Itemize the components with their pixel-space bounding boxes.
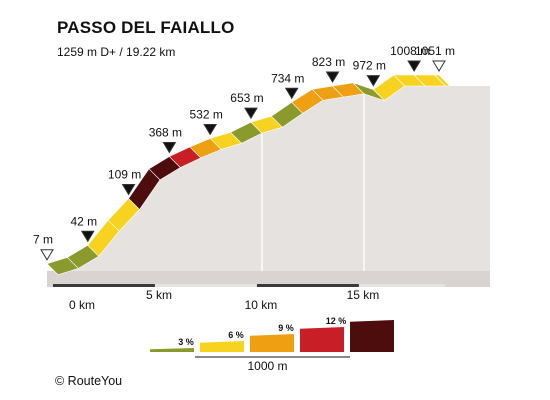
marker-triangle-0 [40,249,54,261]
chart-subtitle: 1259 m D+ / 19.22 km [57,45,176,59]
marker-label-5: 653 m [230,91,263,105]
marker-label-1: 42 m [70,214,97,228]
legend-swatch-3 [300,327,344,352]
scale-label: 1000 m [247,359,287,373]
marker-label-2: 109 m [108,167,141,181]
legend-label-1: 6 % [228,330,244,340]
legend-swatch-0 [150,348,194,352]
marker-label-3: 368 m [149,126,182,140]
marker-label-0: 7 m [33,233,53,247]
marker-label-9: 1008 m [390,44,430,58]
marker-label-7: 823 m [312,55,345,69]
chart-title: PASSO DEL FAIALLO [57,18,235,37]
profile-top-layer [46,74,451,276]
marker-triangle-6 [284,87,299,100]
legend-swatch-2 [250,334,294,352]
marker-triangle-2 [121,183,136,196]
distance-bar-2 [256,284,359,287]
legend-swatch-4 [350,320,394,352]
marker-label-10: 1051 m [415,44,455,58]
marker-triangle-5 [244,107,258,120]
distance-axis: 0 km 5 km 10 km 15 km [69,288,379,312]
distance-bar-3 [358,284,445,287]
profile-base-layer [47,271,490,287]
profile-base [47,271,490,287]
x-tick-label-3: 15 km [347,288,380,302]
marker-label-8: 972 m [353,59,386,73]
marker-label-4: 532 m [189,107,222,121]
distance-bar-1 [154,284,257,287]
segment-19 [433,74,451,87]
profile-side-face [58,86,490,287]
legend-label-0: 3 % [178,337,194,347]
marker-triangle-4 [203,123,218,136]
legend-swatch-1 [200,341,244,352]
marker-triangle-8 [366,75,381,87]
x-tick-label-2: 10 km [245,298,278,312]
gradient-legend: 3 % 6 % 9 % 12 % 1000 m [150,316,394,373]
marker-triangle-1 [80,230,95,243]
distance-bar-0 [53,284,155,287]
legend-label-2: 9 % [278,323,294,333]
x-tick-label-0: 0 km [69,298,95,312]
profile-side-layer [58,86,490,287]
marker-triangle-7 [325,71,340,83]
marker-triangle-9 [407,60,422,72]
credit-label: © RouteYou [55,374,123,388]
legend-label-3: 12 % [326,316,347,326]
marker-triangle-3 [162,142,177,154]
x-tick-label-1: 5 km [146,288,172,302]
marker-label-6: 734 m [271,71,304,85]
marker-layer: 7 m 42 m 109 m 368 m 532 m 653 m 734 m 823 m 972… [33,44,455,261]
marker-triangle-10 [432,60,446,72]
